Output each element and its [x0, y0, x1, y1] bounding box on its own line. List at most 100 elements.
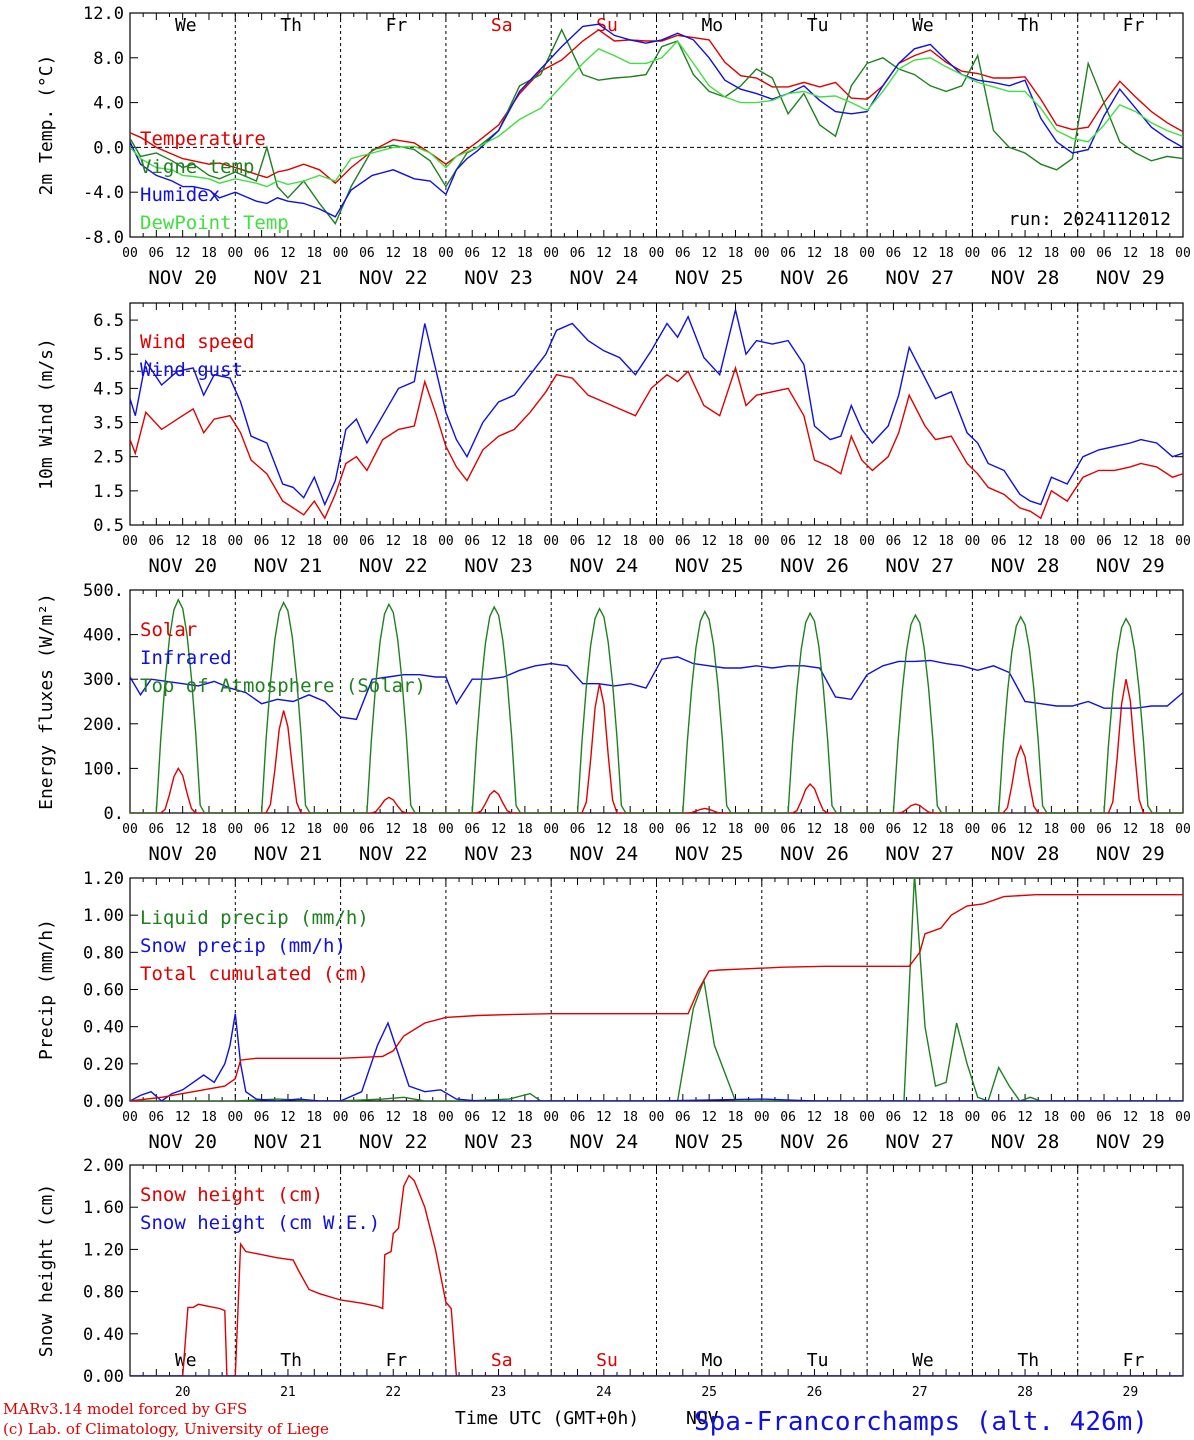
hour-label: 06: [886, 1110, 902, 1125]
date-label: NOV 24: [570, 555, 639, 577]
hour-label: 00: [1070, 822, 1086, 837]
hour-label: 00: [859, 534, 875, 549]
hour-label: 00: [122, 822, 138, 837]
hour-label: 12: [596, 822, 612, 837]
legend-entry: Wind gust: [140, 359, 243, 381]
hour-label: 00: [227, 246, 243, 261]
hour-label: 18: [517, 534, 533, 549]
hour-label: 12: [385, 822, 401, 837]
date-label: NOV 29: [1096, 555, 1165, 577]
hour-label: 18: [412, 1110, 428, 1125]
hour-label: 12: [280, 534, 296, 549]
hour-label: 00: [754, 1110, 770, 1125]
date-label: NOV 23: [464, 555, 533, 577]
day-name-label: Th: [280, 1350, 302, 1371]
date-label: NOV 22: [359, 1131, 428, 1153]
hour-label: 18: [938, 1110, 954, 1125]
legend-entry: Total cumulated (cm): [140, 963, 369, 985]
hour-label: 18: [517, 246, 533, 261]
legend-entry: Liquid precip (mm/h): [140, 907, 369, 929]
hour-label: 00: [333, 822, 349, 837]
hour-label: 18: [201, 1110, 217, 1125]
hour-label: 18: [306, 246, 322, 261]
hour-label: 12: [385, 1110, 401, 1125]
hour-label: 12: [175, 1110, 191, 1125]
hour-label: 00: [859, 246, 875, 261]
panel-temp: -8.0 -4.0 0.0 4.0 8.0 12.0 2m Temp. (°C) 00 06 12…: [36, 4, 1191, 289]
y-tick-label: 4.5: [93, 379, 124, 399]
hour-label: 18: [517, 1110, 533, 1125]
hour-label: 06: [148, 1110, 164, 1125]
y-tick-label: 0.20: [83, 1055, 124, 1075]
y-tick-label: 0.00: [83, 1092, 124, 1112]
date-label: NOV 28: [991, 555, 1060, 577]
y-axis-label: Snow height (cm): [36, 1184, 57, 1357]
hour-label: 06: [359, 534, 375, 549]
y-tick-label: 0.40: [83, 1018, 124, 1038]
hour-label: 12: [912, 534, 928, 549]
day-name-label: We: [175, 15, 197, 36]
hour-label: 00: [1070, 534, 1086, 549]
date-label: NOV 28: [991, 267, 1060, 289]
date-label: NOV 29: [1096, 843, 1165, 865]
hour-label: 06: [886, 822, 902, 837]
hour-label: 18: [938, 246, 954, 261]
day-name-label: Su: [596, 15, 618, 36]
day-number-label: 22: [385, 1385, 401, 1400]
hour-label: 06: [254, 822, 270, 837]
date-label: NOV 20: [148, 843, 217, 865]
y-tick-label: -4.0: [83, 183, 124, 203]
legend-entry: Snow height (cm W.E.): [140, 1212, 380, 1234]
hour-label: 12: [491, 1110, 507, 1125]
hour-label: 06: [570, 1110, 586, 1125]
lab-credit: (c) Lab. of Climatology, University of L…: [3, 1420, 329, 1438]
day-name-label: Sa: [491, 1350, 513, 1371]
hour-label: 18: [728, 534, 744, 549]
hour-label: 00: [1175, 534, 1191, 549]
hour-label: 00: [333, 246, 349, 261]
y-tick-label: 500.: [83, 581, 124, 601]
hour-label: 00: [649, 534, 665, 549]
hour-label: 00: [333, 1110, 349, 1125]
y-axis-label: 2m Temp. (°C): [36, 55, 57, 196]
panel-snow: 0.00 0.40 0.80 1.20 1.60 2.00 Snow height (cm)…: [36, 1156, 1184, 1400]
hour-label: 06: [675, 1110, 691, 1125]
series-line-snow-precip-mm-h-: [130, 1013, 1183, 1101]
hour-label: 12: [1123, 534, 1139, 549]
day-number-label: 21: [280, 1385, 296, 1400]
hour-label: 12: [491, 246, 507, 261]
date-label: NOV 23: [464, 843, 533, 865]
day-name-label: Tu: [807, 1350, 829, 1371]
hour-label: 00: [859, 1110, 875, 1125]
date-label: NOV 22: [359, 555, 428, 577]
hour-label: 00: [122, 1110, 138, 1125]
hour-label: 18: [622, 822, 638, 837]
series-line-top-of-atmosphere-solar-: [130, 598, 1183, 813]
hour-label: 06: [148, 822, 164, 837]
date-label: NOV 20: [148, 1131, 217, 1153]
hour-label: 18: [306, 1110, 322, 1125]
date-label: NOV 28: [991, 843, 1060, 865]
hour-label: 12: [807, 534, 823, 549]
y-tick-label: 0.0: [93, 138, 124, 158]
hour-label: 06: [254, 1110, 270, 1125]
hour-label: 12: [596, 1110, 612, 1125]
legend-entry: Infrared: [140, 647, 232, 669]
y-tick-label: 1.00: [83, 906, 124, 926]
y-tick-label: 6.5: [93, 311, 124, 331]
series-line-dewpoint-temp: [130, 39, 1183, 188]
y-tick-label: 100.: [83, 759, 124, 779]
month-label: NOV: [686, 1408, 719, 1429]
hour-label: 00: [438, 246, 454, 261]
legend-entry: DewPoint Temp: [140, 212, 289, 234]
day-name-label: Th: [280, 15, 302, 36]
hour-label: 18: [1044, 822, 1060, 837]
hour-label: 00: [122, 246, 138, 261]
y-tick-label: 0.80: [83, 1283, 124, 1303]
hour-label: 00: [1175, 246, 1191, 261]
series-line-liquid-precip-mm-h-: [130, 878, 1183, 1101]
hour-label: 12: [912, 822, 928, 837]
day-number-label: 25: [701, 1385, 717, 1400]
hour-label: 06: [780, 534, 796, 549]
day-number-label: 29: [1123, 1385, 1139, 1400]
